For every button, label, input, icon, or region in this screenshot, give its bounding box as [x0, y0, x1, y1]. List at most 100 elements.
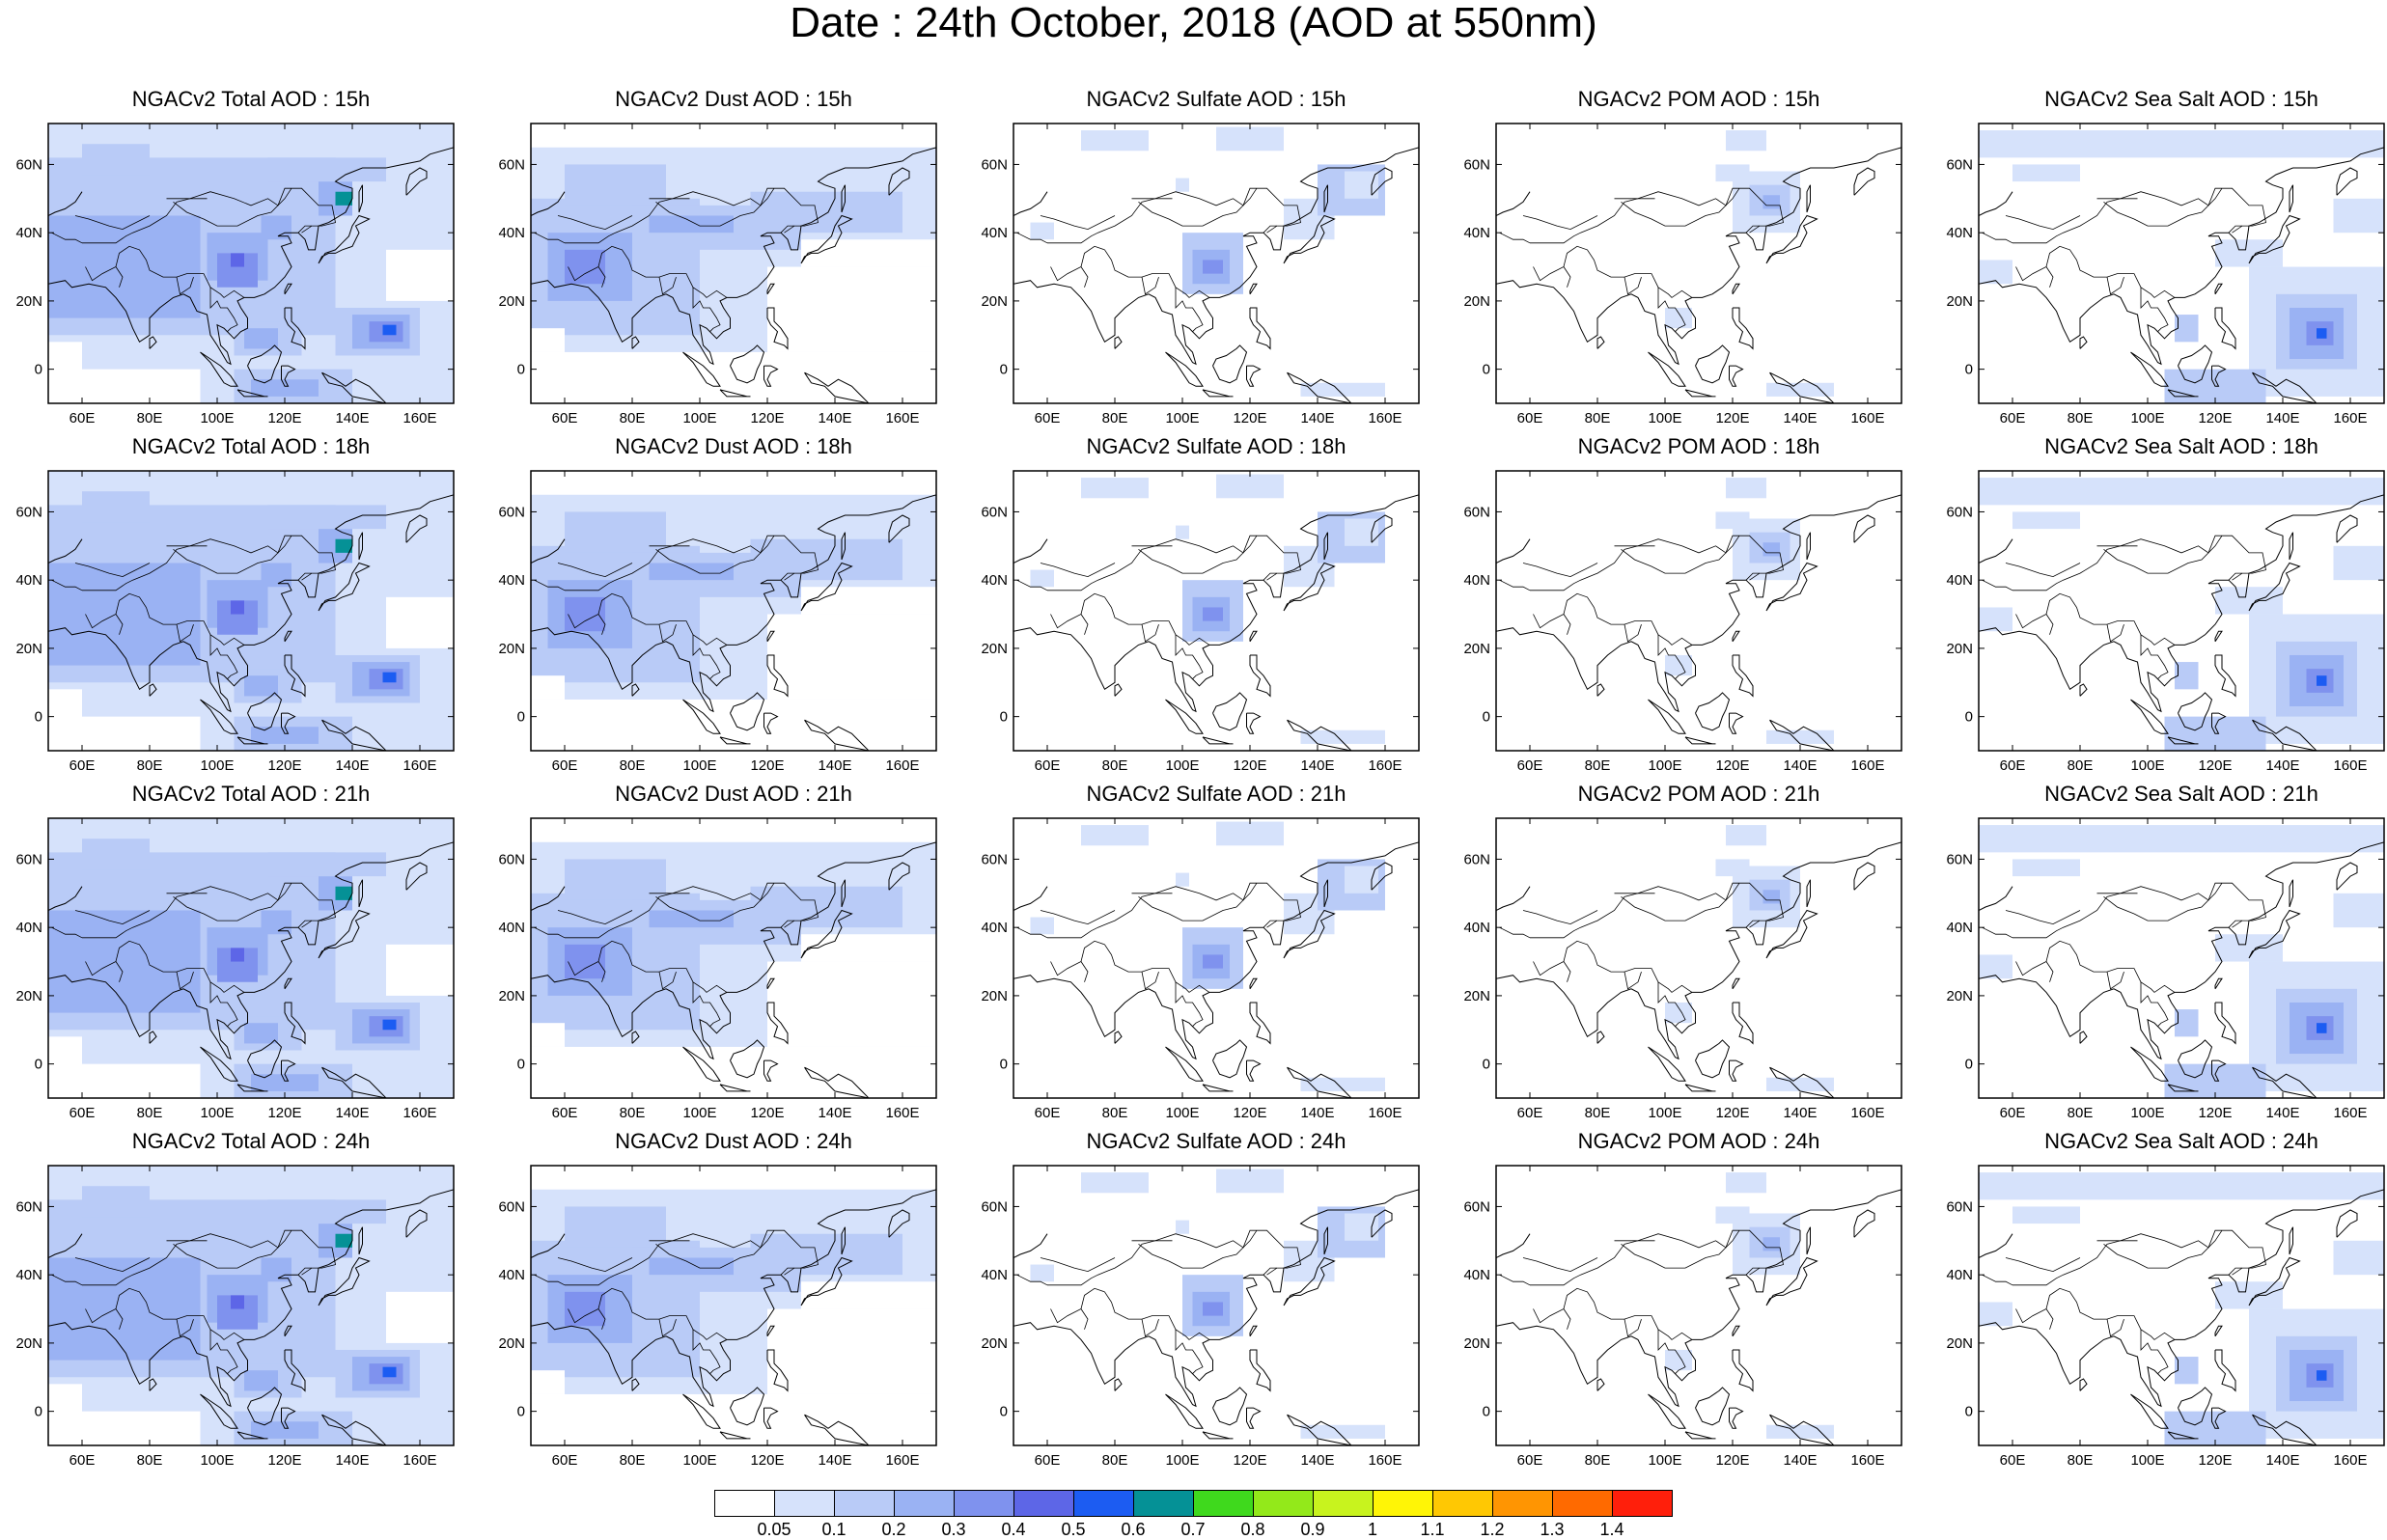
lat-tick-label: 60N: [981, 1198, 1008, 1215]
lon-tick-label: 100E: [682, 1452, 716, 1469]
lat-tick-label: 60N: [15, 851, 42, 867]
panel-title: NGACv2 Sulfate AOD : 15h: [1086, 87, 1346, 111]
lat-tick-label: 20N: [1946, 293, 1973, 310]
lon-tick-label: 60E: [69, 757, 96, 774]
lat-tick-label: 0: [1965, 1404, 1973, 1420]
lat-tick-label: 40N: [981, 1267, 1008, 1283]
lat-tick-label: 40N: [981, 572, 1008, 589]
map-plot: 60E 80E 100E 120E 140E 160E 60N 40N 20N 0: [1946, 817, 2385, 1121]
lon-tick-label: 60E: [552, 757, 578, 774]
lon-tick-label: 160E: [885, 757, 919, 774]
colorbar-swatch: [1073, 1490, 1134, 1517]
lon-tick-label: 140E: [818, 1452, 851, 1469]
aod-field: [531, 471, 936, 751]
aod-field: [48, 818, 454, 1098]
lat-tick-label: 40N: [981, 225, 1008, 241]
panel-title: NGACv2 Sea Salt AOD : 18h: [2044, 434, 2318, 458]
lon-tick-label: 80E: [1585, 410, 1611, 426]
colorbar-swatch: [1313, 1490, 1374, 1517]
lat-tick-label: 20N: [1946, 988, 1973, 1004]
lat-tick-label: 40N: [15, 1267, 42, 1283]
lon-tick-label: 80E: [2068, 1452, 2094, 1469]
colorbar-swatch: [954, 1490, 1014, 1517]
panel-title: NGACv2 Sulfate AOD : 18h: [1086, 434, 1346, 458]
lon-tick-label: 140E: [818, 757, 851, 774]
lon-tick-label: 160E: [1850, 1452, 1884, 1469]
lon-tick-label: 160E: [2333, 1105, 2367, 1121]
aod-field: [1496, 1166, 1901, 1445]
aod-field: [48, 1166, 454, 1445]
map-plot: 60E 80E 100E 120E 140E 160E 60N 40N 20N 0: [498, 817, 937, 1121]
lon-tick-label: 100E: [1648, 410, 1681, 426]
figure-title: Date : 24th October, 2018 (AOD at 550nm): [790, 0, 1597, 46]
colorbar-label: 0.4: [1001, 1520, 1026, 1539]
lat-tick-label: 20N: [1463, 988, 1490, 1004]
lat-tick-label: 0: [1965, 1057, 1973, 1073]
lon-tick-label: 80E: [620, 1452, 646, 1469]
lon-tick-label: 80E: [137, 1452, 163, 1469]
map-plot: 60E 80E 100E 120E 140E 160E 60N 40N 20N 0: [498, 123, 937, 426]
lat-tick-label: 40N: [981, 920, 1008, 936]
lon-tick-label: 80E: [620, 410, 646, 426]
lat-tick-label: 20N: [1946, 641, 1973, 657]
map-panel: NGACv2 Total AOD : 24h 60E 80E 100E 120E 140E…: [10, 1129, 455, 1469]
lon-tick-label: 60E: [552, 410, 578, 426]
lat-tick-label: 40N: [1463, 1267, 1490, 1283]
lat-tick-label: 60N: [498, 1198, 525, 1215]
lon-tick-label: 60E: [69, 1452, 96, 1469]
lon-tick-label: 100E: [682, 410, 716, 426]
map-panel: NGACv2 Sea Salt AOD : 15h 60E 80E 100E 120E 1…: [1940, 87, 2385, 426]
colorbar-label: 0.2: [881, 1520, 906, 1539]
lat-tick-label: 20N: [15, 988, 42, 1004]
lon-tick-label: 60E: [1517, 757, 1543, 774]
lon-tick-label: 100E: [2130, 1105, 2164, 1121]
lon-tick-label: 60E: [1035, 1452, 1061, 1469]
colorbar-label: 1.4: [1599, 1520, 1624, 1539]
lat-tick-label: 20N: [15, 293, 42, 310]
lat-tick-label: 0: [1000, 709, 1008, 726]
aod-field: [1013, 471, 1419, 751]
colorbar-label: 0.3: [941, 1520, 966, 1539]
colorbar-swatch: [1133, 1490, 1194, 1517]
lat-tick-label: 0: [517, 362, 525, 378]
lat-tick-label: 60N: [1946, 1198, 1973, 1215]
lat-tick-label: 0: [35, 709, 42, 726]
lat-tick-label: 20N: [498, 1335, 525, 1352]
lon-tick-label: 80E: [2068, 1105, 2094, 1121]
lon-tick-label: 120E: [267, 410, 301, 426]
aod-field: [531, 1166, 936, 1445]
lat-tick-label: 40N: [498, 225, 525, 241]
lon-tick-label: 140E: [335, 1452, 369, 1469]
panel-title: NGACv2 POM AOD : 21h: [1577, 782, 1820, 806]
lon-tick-label: 160E: [2333, 410, 2367, 426]
lon-tick-label: 100E: [2130, 410, 2164, 426]
lon-tick-label: 80E: [1102, 1452, 1128, 1469]
aod-field: [1496, 818, 1901, 1098]
lon-tick-label: 160E: [402, 410, 436, 426]
map-panel: NGACv2 POM AOD : 18h 60E 80E 100E 120E 140E 16…: [1457, 434, 1902, 774]
map-panel: NGACv2 Sea Salt AOD : 18h 60E 80E 100E 120E 1…: [1940, 434, 2385, 774]
lat-tick-label: 40N: [1946, 572, 1973, 589]
lon-tick-label: 140E: [1783, 1452, 1817, 1469]
map-panel: NGACv2 Dust AOD : 24h 60E 80E 100E 120E 140E 1…: [492, 1129, 937, 1469]
aod-field: [1013, 1166, 1419, 1445]
map-plot: 60E 80E 100E 120E 140E 160E 60N 40N 20N 0: [498, 470, 937, 774]
map-plot: 60E 80E 100E 120E 140E 160E 60N 40N 20N 0: [981, 817, 1420, 1121]
lon-tick-label: 100E: [1165, 1105, 1199, 1121]
map-panel: NGACv2 Total AOD : 18h 60E 80E 100E 120E 140E…: [10, 434, 455, 774]
map-panel: NGACv2 Sulfate AOD : 18h 60E 80E 100E 120E 14…: [975, 434, 1420, 774]
colorbar-swatch: [1373, 1490, 1433, 1517]
lon-tick-label: 160E: [402, 757, 436, 774]
lon-tick-label: 160E: [1368, 410, 1402, 426]
lat-tick-label: 40N: [1463, 572, 1490, 589]
colorbar-swatch: [1013, 1490, 1074, 1517]
colorbar-swatch: [774, 1490, 835, 1517]
panel-title: NGACv2 Total AOD : 18h: [131, 434, 371, 458]
aod-field: [1979, 471, 2384, 751]
lat-tick-label: 20N: [15, 1335, 42, 1352]
lat-tick-label: 20N: [498, 641, 525, 657]
lat-tick-label: 60N: [1463, 1198, 1490, 1215]
map-plot: 60E 80E 100E 120E 140E 160E 60N 40N 20N 0: [1463, 1165, 1902, 1469]
lon-tick-label: 100E: [2130, 1452, 2164, 1469]
lon-tick-label: 100E: [200, 1105, 234, 1121]
